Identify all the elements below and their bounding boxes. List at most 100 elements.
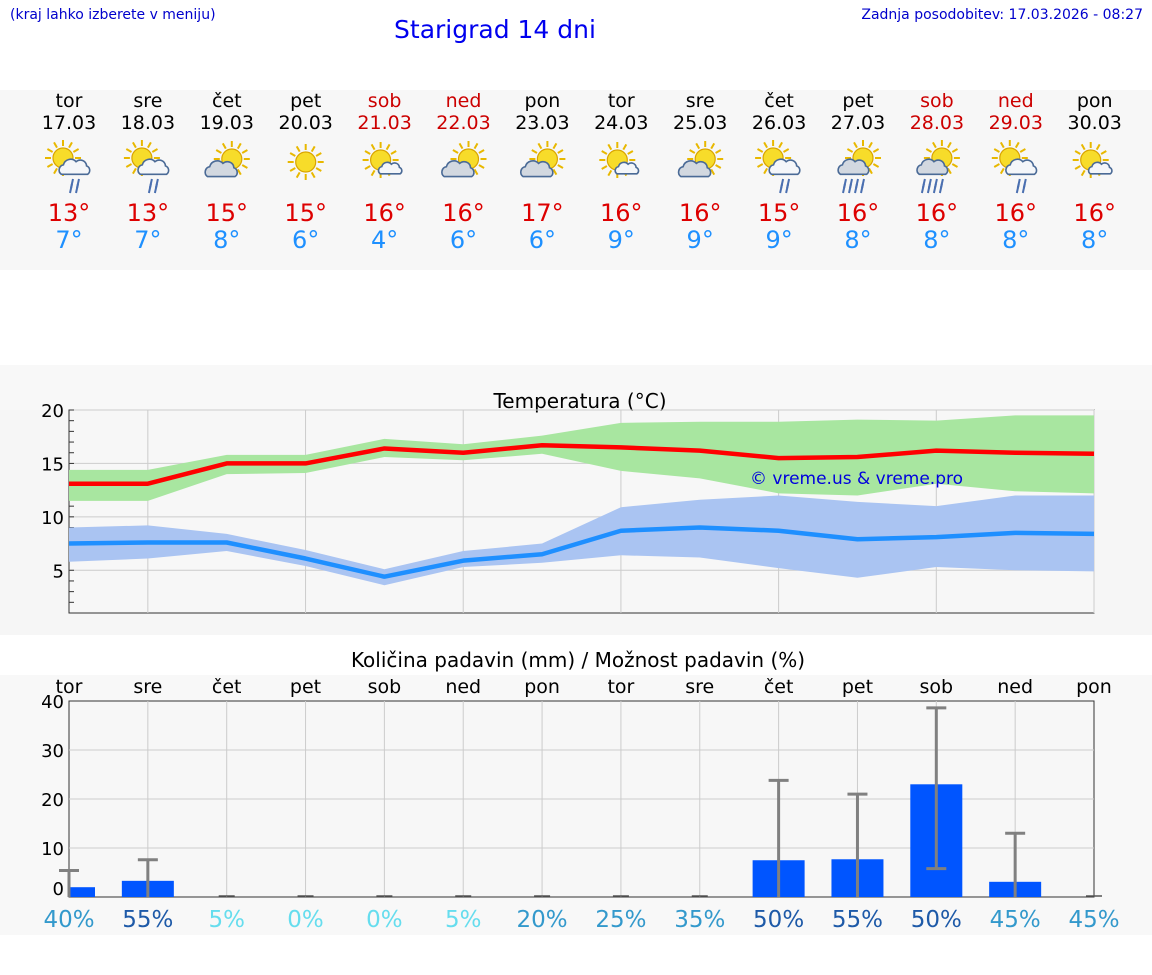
day-date: 25.03 <box>673 112 727 134</box>
min-temperature: 6° <box>450 226 477 254</box>
min-temperature: 8° <box>1081 226 1108 254</box>
x-category-label: tor <box>607 676 634 698</box>
x-category-label: tor <box>56 676 83 698</box>
day-date: 30.03 <box>1067 112 1121 134</box>
x-category-label: pet <box>290 676 321 698</box>
sun-cloud-icon <box>441 141 487 178</box>
max-temperature-range-band <box>69 415 1094 501</box>
min-temperature: 4° <box>371 226 398 254</box>
precipitation-bar <box>69 887 95 897</box>
day-date: 21.03 <box>357 112 411 134</box>
y-tick-label: 15 <box>41 454 64 475</box>
min-temperature: 9° <box>687 226 714 254</box>
chart-title: Temperatura (°C) <box>492 389 666 413</box>
max-temperature: 13° <box>48 199 91 227</box>
day-date: 18.03 <box>121 112 175 134</box>
x-category-label: ned <box>445 676 481 698</box>
min-temperature: 7° <box>134 226 161 254</box>
sun-small-cloud-icon <box>362 142 403 178</box>
min-temperature: 6° <box>292 226 319 254</box>
day-of-week: čet <box>212 90 242 112</box>
day-date: 29.03 <box>989 112 1043 134</box>
min-temperature: 7° <box>55 226 82 254</box>
day-of-week: pon <box>1077 90 1113 112</box>
day-of-week: tor <box>56 90 83 112</box>
max-temperature: 13° <box>127 199 170 227</box>
x-category-label: čet <box>212 676 242 698</box>
rain-chance-label: 50% <box>911 907 962 933</box>
min-temperature: 9° <box>608 226 635 254</box>
precipitation-range-whisker <box>926 706 947 871</box>
rain-chance-label: 35% <box>674 907 725 933</box>
rain-chance-label: 45% <box>990 907 1041 933</box>
min-temperature: 6° <box>529 226 556 254</box>
x-category-label: sre <box>133 676 162 698</box>
forecast-svg: tor17.0313°7°sre18.0313°7°čet19.0315°8°p… <box>42 90 1122 254</box>
day-date: 20.03 <box>278 112 332 134</box>
rain-chance-label: 5% <box>208 907 245 933</box>
max-temperature: 16° <box>442 199 485 227</box>
rain-chance-label: 25% <box>595 907 646 933</box>
temperature-chart: Temperatura (°C) 5 10 15 20 © vreme.us & vrem… <box>0 389 1152 635</box>
day-of-week: pon <box>525 90 561 112</box>
min-temperature: 8° <box>923 226 950 254</box>
rain-chance-label: 0% <box>287 907 324 933</box>
max-temperature-line <box>69 443 1095 486</box>
rain-chance-label: 5% <box>445 907 482 933</box>
x-category-label: pet <box>842 676 873 698</box>
day-of-week: ned <box>446 90 482 112</box>
sun-small-cloud-icon <box>599 142 640 178</box>
max-temperature: 16° <box>600 199 643 227</box>
sun-cloud-icon <box>677 141 724 178</box>
sun-cloud-heavy-rain-icon <box>837 140 881 194</box>
max-temperature: 16° <box>1073 199 1116 227</box>
spacer-panel <box>0 270 1152 365</box>
day-date: 22.03 <box>436 112 490 134</box>
day-of-week: ned <box>998 90 1034 112</box>
max-temperature: 15° <box>758 199 801 227</box>
max-temperature: 16° <box>995 199 1038 227</box>
x-category-label: čet <box>764 676 794 698</box>
y-tick-label: 10 <box>41 508 64 529</box>
min-temperature: 9° <box>765 226 792 254</box>
x-category-label: sob <box>368 676 402 698</box>
x-category-label: ned <box>997 676 1033 698</box>
sun-cloud-rain-icon <box>991 140 1038 194</box>
daily-forecast-strip: tor 17.03 13° 7° sre 18.03 13° 7° čet 19.03 15° 8° p… <box>0 90 1152 270</box>
x-category-label: pon <box>524 676 560 698</box>
chart-title: Količina padavin (mm) / Možnost padavin … <box>351 648 805 672</box>
day-of-week: pet <box>290 90 321 112</box>
y-tick-label: 0 <box>53 879 64 900</box>
rain-chance-label: 40% <box>43 907 94 933</box>
sun-cloud-icon <box>519 141 566 178</box>
sun-small-cloud-icon <box>1072 142 1113 178</box>
sun-cloud-rain-icon <box>123 140 170 194</box>
day-date: 23.03 <box>515 112 569 134</box>
min-temperature-line <box>68 525 1095 579</box>
x-category-label: pon <box>1076 676 1112 698</box>
day-date: 26.03 <box>752 112 806 134</box>
min-temperature: 8° <box>213 226 240 254</box>
day-of-week: tor <box>608 90 635 112</box>
day-of-week: sob <box>920 90 954 112</box>
day-of-week: sre <box>686 90 715 112</box>
y-tick-label: 30 <box>41 741 64 762</box>
y-tick-label: 40 <box>41 692 64 713</box>
rain-chance-label: 20% <box>517 907 568 933</box>
y-tick-label: 20 <box>41 790 64 811</box>
day-of-week: čet <box>764 90 794 112</box>
page-title: Starigrad 14 dni <box>394 15 596 44</box>
temperature-chart-panel: Temperatura (°C) 5 10 15 20 © vreme.us & vrem… <box>0 365 1152 635</box>
max-temperature: 16° <box>916 199 959 227</box>
min-temperature: 8° <box>1002 226 1029 254</box>
day-date: 19.03 <box>200 112 254 134</box>
day-date: 28.03 <box>910 112 964 134</box>
